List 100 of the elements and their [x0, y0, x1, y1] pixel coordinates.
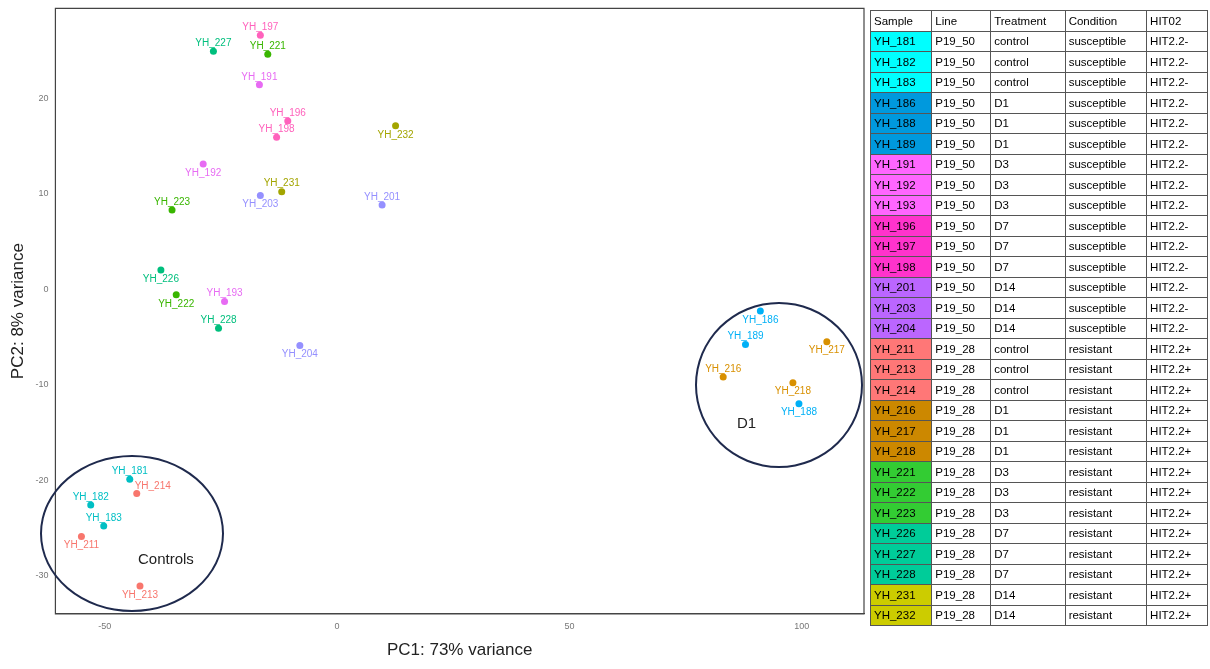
text: P19_50	[935, 281, 975, 294]
series-label: YH_191	[241, 70, 278, 82]
text: resistant	[1068, 609, 1113, 622]
x-axis-title: PC1: 73% variance	[386, 640, 533, 660]
text: D3	[994, 465, 1009, 478]
text: P19_50	[935, 35, 975, 48]
category-label: Sample	[870, 10, 932, 31]
text: YH_204	[874, 322, 916, 335]
text: D7	[994, 219, 1009, 232]
text: HIT2.2-	[1150, 260, 1189, 273]
series-label: YH_196	[269, 106, 307, 118]
text: YH_217	[874, 424, 916, 437]
series-label: YH_181	[111, 464, 149, 476]
text: P19_50	[935, 240, 975, 253]
series-label: YH_204	[281, 348, 319, 360]
text: YH_192	[874, 178, 916, 191]
category-label: HIT02	[1146, 10, 1208, 31]
series-label: YH_183	[85, 511, 123, 523]
text: YH_183	[874, 76, 916, 89]
text: HIT2.2-	[1150, 219, 1189, 232]
text: P19_28	[935, 404, 975, 417]
text: HIT2.2+	[1150, 588, 1192, 601]
text: HIT2.2-	[1150, 322, 1189, 335]
series-label: YH_189	[727, 330, 765, 342]
text: P19_28	[935, 486, 975, 499]
text: YH_196	[874, 219, 916, 232]
text: D1	[994, 137, 1009, 150]
text: YH_228	[874, 568, 916, 581]
text: resistant	[1068, 404, 1113, 417]
series-label: YH_227	[195, 37, 232, 49]
series-label: YH_226	[142, 272, 180, 284]
text: P19_28	[935, 465, 975, 478]
series-label: YH_182	[72, 490, 110, 502]
text: D1	[994, 424, 1009, 437]
text: D14	[994, 322, 1016, 335]
text: YH_216	[874, 404, 916, 417]
text: resistant	[1068, 445, 1113, 458]
y-tick-label: 0	[43, 283, 49, 294]
text: HIT2.2+	[1150, 609, 1192, 622]
series-label: YH_201	[364, 190, 401, 202]
text: susceptible	[1068, 260, 1127, 273]
text: HIT2.2+	[1150, 342, 1192, 355]
series-label: YH_231	[263, 177, 301, 189]
text: HIT2.2-	[1150, 301, 1189, 314]
text: D3	[994, 506, 1009, 519]
series-label: YH_218	[774, 385, 812, 397]
text: HIT2.2+	[1150, 363, 1192, 376]
text: HIT2.2-	[1150, 35, 1189, 48]
text: P19_28	[935, 342, 975, 355]
text: YH_198	[874, 260, 916, 273]
text: susceptible	[1068, 35, 1127, 48]
text: YH_193	[874, 199, 916, 212]
annotation: Controls	[138, 550, 194, 567]
text: control	[994, 55, 1029, 68]
text: D7	[994, 260, 1009, 273]
text: YH_214	[874, 383, 916, 396]
text: P19_28	[935, 568, 975, 581]
text: susceptible	[1068, 322, 1127, 335]
text: YH_211	[874, 342, 915, 355]
y-tick-label: -10	[35, 379, 49, 390]
series-label: YH_203	[242, 198, 279, 210]
point	[756, 307, 764, 315]
text: resistant	[1068, 383, 1113, 396]
text: resistant	[1068, 506, 1113, 519]
text: susceptible	[1068, 158, 1127, 171]
series-label: YH_228	[200, 314, 238, 326]
y-tick-label: 10	[38, 188, 49, 199]
text: YH_189	[874, 137, 916, 150]
text: P19_28	[935, 527, 975, 540]
text: D7	[994, 240, 1009, 253]
category-label: Treatment	[990, 10, 1066, 31]
text: HIT2.2-	[1150, 96, 1189, 109]
text: HIT2.2+	[1150, 506, 1192, 519]
text: YH_232	[874, 609, 916, 622]
text: HIT2.2+	[1150, 383, 1192, 396]
text: P19_28	[935, 424, 975, 437]
text: YH_231	[874, 588, 916, 601]
text: control	[994, 383, 1029, 396]
y-tick-label: -20	[35, 474, 49, 485]
text: YH_181	[874, 35, 916, 48]
series-label: YH_186	[742, 313, 779, 325]
text: P19_50	[935, 178, 975, 191]
text: D14	[994, 609, 1016, 622]
series-label: YH_211	[63, 539, 100, 551]
text: resistant	[1068, 527, 1113, 540]
text: resistant	[1068, 486, 1113, 499]
text: HIT2.2+	[1150, 486, 1192, 499]
text: resistant	[1068, 547, 1113, 560]
text: P19_28	[935, 547, 975, 560]
text: YH_226	[874, 527, 916, 540]
text: P19_50	[935, 260, 975, 273]
text: P19_50	[935, 158, 975, 171]
text: YH_182	[874, 55, 916, 68]
text: control	[994, 363, 1029, 376]
point	[392, 122, 400, 130]
text: HIT2.2-	[1150, 117, 1189, 130]
x-tick-label: 100	[794, 620, 810, 631]
text: P19_28	[935, 383, 975, 396]
series-label: YH_223	[153, 195, 191, 207]
text: D1	[994, 117, 1009, 130]
